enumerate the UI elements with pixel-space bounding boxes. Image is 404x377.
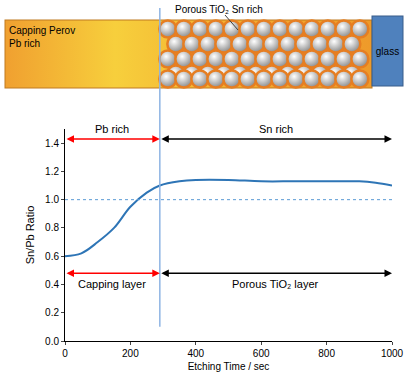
- svg-text:1000: 1000: [381, 348, 404, 359]
- svg-text:Pb rich: Pb rich: [95, 123, 129, 135]
- svg-text:Sn rich: Sn rich: [259, 123, 293, 135]
- svg-text:0.6: 0.6: [45, 251, 59, 262]
- svg-text:1.4: 1.4: [45, 138, 59, 149]
- svg-text:800: 800: [318, 348, 335, 359]
- svg-text:0.0: 0.0: [45, 336, 59, 347]
- svg-text:0.8: 0.8: [45, 222, 59, 233]
- svg-text:0.2: 0.2: [45, 307, 59, 318]
- svg-text:600: 600: [253, 348, 270, 359]
- svg-text:Pb rich: Pb rich: [9, 38, 40, 49]
- svg-text:Capping layer: Capping layer: [78, 278, 146, 290]
- svg-text:0: 0: [62, 348, 68, 359]
- svg-text:Etching Time / sec: Etching Time / sec: [188, 361, 270, 372]
- svg-text:Capping Perov: Capping Perov: [9, 25, 75, 36]
- svg-text:Porous TiO₂ layer: Porous TiO₂ layer: [232, 278, 319, 290]
- svg-text:400: 400: [187, 348, 204, 359]
- svg-text:200: 200: [122, 348, 139, 359]
- svg-text:0.4: 0.4: [45, 279, 59, 290]
- svg-text:1.2: 1.2: [45, 166, 59, 177]
- svg-text:Sn/Pb Ratio: Sn/Pb Ratio: [24, 206, 36, 265]
- svg-text:Porous TiO₂ Sn rich: Porous TiO₂ Sn rich: [175, 4, 263, 15]
- svg-text:glass: glass: [376, 46, 399, 57]
- svg-text:1.0: 1.0: [45, 194, 59, 205]
